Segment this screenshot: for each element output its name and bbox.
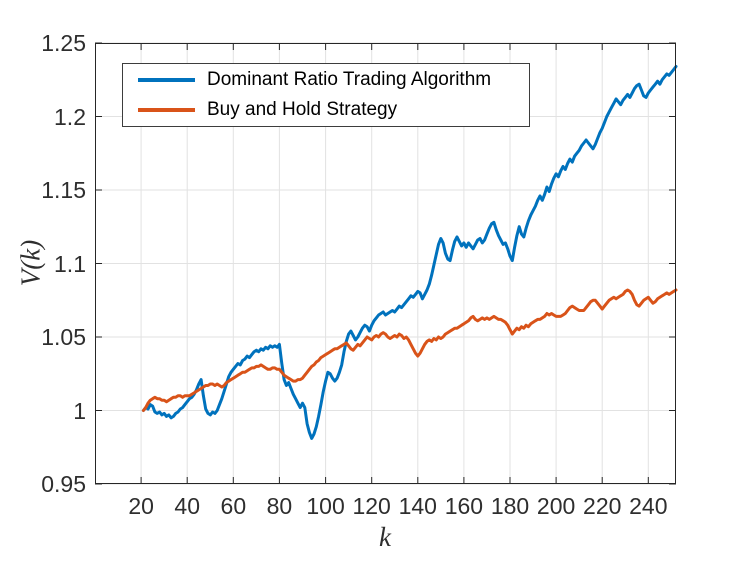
tick-marks (95, 42, 676, 485)
y-tick-label: 1.1 (54, 250, 86, 277)
y-tick-label: 0.95 (41, 471, 86, 497)
legend-item-dominant-ratio: Dominant Ratio Trading Algorithm (123, 66, 529, 94)
x-tick-label: 120 (352, 493, 391, 519)
series-line-1 (141, 288, 678, 412)
legend-label-buy-and-hold: Buy and Hold Strategy (207, 99, 398, 120)
y-tick-label: 1.15 (41, 177, 86, 203)
x-tick-label: 240 (629, 493, 668, 519)
y-tick-label: 1.05 (41, 324, 86, 350)
x-tick-label: 40 (174, 493, 201, 519)
legend[interactable]: Dominant Ratio Trading Algorithm Buy and… (122, 63, 530, 127)
y-tick-label: 1 (73, 397, 86, 424)
legend-item-buy-and-hold: Buy and Hold Strategy (123, 96, 529, 124)
legend-line-sample-blue (138, 78, 195, 82)
y-axis-label: V(k) (15, 239, 46, 287)
x-tick-label: 180 (490, 493, 530, 519)
x-tick-label: 140 (398, 493, 437, 519)
x-tick-label: 200 (536, 493, 576, 519)
legend-label-dominant-ratio: Dominant Ratio Trading Algorithm (207, 69, 492, 90)
x-tick-label: 160 (444, 493, 484, 519)
y-tick-label: 1.25 (41, 30, 86, 56)
x-tick-label: 100 (306, 493, 345, 519)
x-tick-label: 80 (266, 493, 293, 519)
x-axis-label: k (379, 522, 391, 552)
series-line-0 (141, 65, 678, 440)
y-tick-label: 1.2 (54, 103, 86, 130)
x-tick-label: 60 (220, 493, 247, 519)
x-tick-label: 220 (583, 493, 622, 519)
x-tick-label: 20 (128, 493, 154, 519)
legend-line-sample-orange (138, 108, 195, 112)
